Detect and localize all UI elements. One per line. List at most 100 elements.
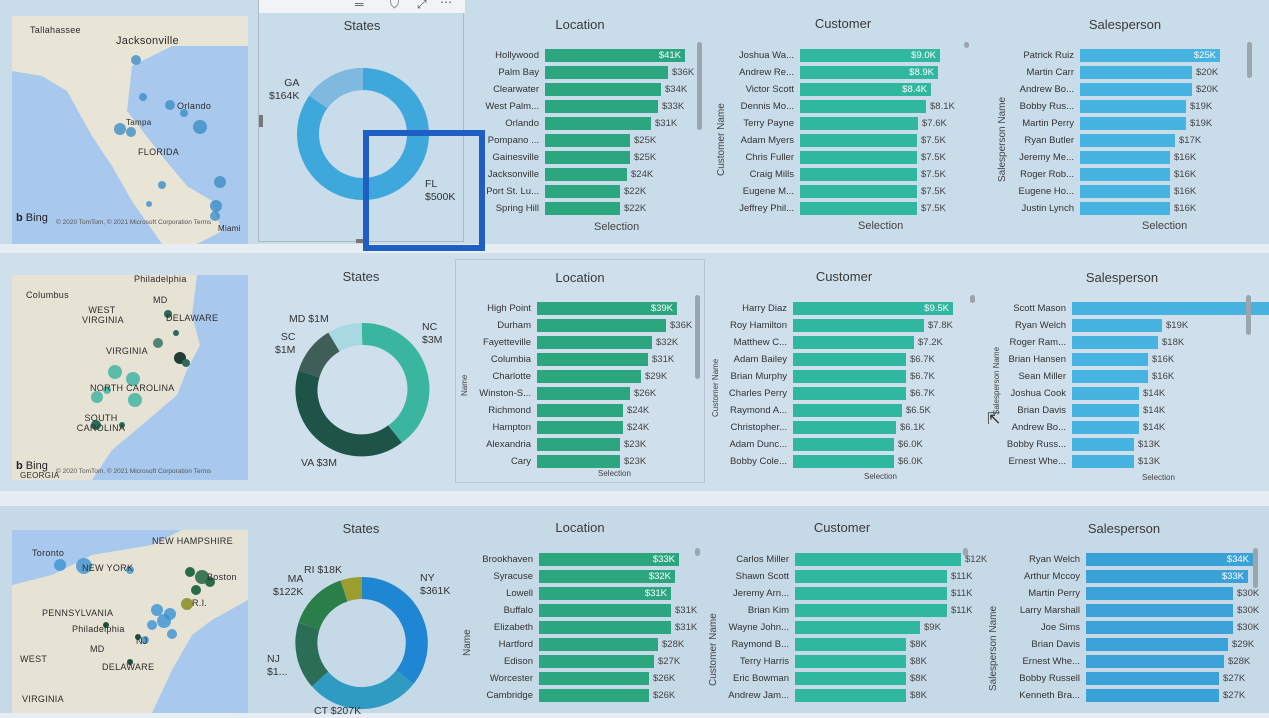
bar[interactable] — [1072, 319, 1162, 332]
bar[interactable] — [1086, 672, 1219, 685]
bar[interactable] — [545, 66, 668, 79]
map-visual[interactable]: Tallahassee Jacksonville Orlando Tampa F… — [12, 16, 248, 244]
bar[interactable] — [545, 100, 658, 113]
bar-row[interactable]: Elizabeth $31K — [452, 619, 719, 636]
bar[interactable] — [537, 353, 648, 366]
bar[interactable] — [537, 370, 641, 383]
bar-row[interactable]: Ryan Welch $19K — [996, 317, 1269, 334]
bar[interactable] — [1080, 100, 1186, 113]
drag-handle-icon[interactable]: ═ — [355, 0, 364, 11]
bar-row[interactable]: Dennis Mo... $8.1K — [730, 98, 980, 115]
bar-row[interactable]: Andrew Bo... $20K — [1010, 81, 1260, 98]
bar[interactable] — [539, 604, 671, 617]
bar[interactable] — [793, 336, 914, 349]
bar-row[interactable]: Bobby Russ... $13K — [996, 436, 1269, 453]
bar[interactable] — [793, 353, 906, 366]
bar-row[interactable]: Terry Harris $8K — [724, 653, 1001, 670]
bar-row[interactable]: Bobby Russell $27K — [1008, 670, 1269, 687]
bar-row[interactable]: Victor Scott $8.4K — [730, 81, 980, 98]
bar[interactable] — [539, 638, 658, 651]
bar[interactable] — [793, 455, 894, 468]
bar[interactable] — [539, 553, 679, 566]
bar[interactable] — [1086, 689, 1219, 702]
bar-row[interactable]: Ryan Welch $34K — [1008, 551, 1269, 568]
bar-row[interactable]: Martin Perry $30K — [1008, 585, 1269, 602]
bar-row[interactable]: Charlotte $29K — [452, 368, 717, 385]
bar[interactable] — [539, 621, 671, 634]
bar-row[interactable]: Shawn Scott $11K — [724, 568, 1001, 585]
bar[interactable] — [1080, 134, 1175, 147]
bar-row[interactable]: Gainesville $25K — [450, 149, 725, 166]
bar[interactable] — [795, 570, 947, 583]
bar[interactable] — [795, 689, 906, 702]
bar[interactable] — [800, 134, 917, 147]
bar[interactable] — [545, 83, 661, 96]
bar[interactable] — [1086, 655, 1224, 668]
bar[interactable] — [537, 302, 677, 315]
bar[interactable] — [800, 202, 917, 215]
bar[interactable] — [793, 438, 894, 451]
bar[interactable] — [539, 689, 649, 702]
bar-row[interactable]: Clearwater $34K — [450, 81, 725, 98]
bar[interactable] — [795, 672, 906, 685]
bar-row[interactable]: Raymond A... $6.5K — [726, 402, 993, 419]
bar-row[interactable]: West Palm... $33K — [450, 98, 725, 115]
bar-row[interactable]: Fayetteville $32K — [452, 334, 717, 351]
bar[interactable] — [793, 387, 906, 400]
scrollbar[interactable] — [697, 42, 702, 130]
bar[interactable] — [793, 302, 953, 315]
bar[interactable] — [1086, 604, 1233, 617]
bar-row[interactable]: Hampton $24K — [452, 419, 717, 436]
bar-row[interactable]: Durham $36K — [452, 317, 717, 334]
bar-row[interactable]: Cary $23K — [452, 453, 717, 470]
bar-row[interactable]: Roger Rob... $16K — [1010, 166, 1260, 183]
bar[interactable] — [545, 134, 630, 147]
bar[interactable] — [1072, 370, 1148, 383]
bar-row[interactable]: Eric Bowman $8K — [724, 670, 1001, 687]
bar-row[interactable]: Roger Ram... $18K — [996, 334, 1269, 351]
focus-mode-icon[interactable]: ⤢ — [417, 0, 427, 11]
bar-row[interactable]: Eugene M... $7.5K — [730, 183, 980, 200]
bar[interactable] — [545, 49, 685, 62]
bar-row[interactable]: Alexandria $23K — [452, 436, 717, 453]
bar-row[interactable]: Brian Hansen $16K — [996, 351, 1269, 368]
bar-row[interactable]: Bobby Cole... $6.0K — [726, 453, 993, 470]
scrollbar[interactable] — [695, 548, 700, 556]
bar[interactable] — [537, 336, 652, 349]
bar-row[interactable]: Orlando $31K — [450, 115, 725, 132]
bar-row[interactable]: Palm Bay $36K — [450, 64, 725, 81]
bar[interactable] — [1086, 621, 1233, 634]
bar-row[interactable]: Edison $27K — [452, 653, 719, 670]
scrollbar[interactable] — [964, 42, 969, 48]
bar[interactable] — [539, 570, 675, 583]
bar[interactable] — [1072, 336, 1158, 349]
bar[interactable] — [1086, 570, 1248, 583]
bar-row[interactable]: Adam Dunc... $6.0K — [726, 436, 993, 453]
bar[interactable] — [1080, 83, 1192, 96]
bar[interactable] — [795, 604, 947, 617]
bar-row[interactable]: Roy Hamilton $7.8K — [726, 317, 993, 334]
bar[interactable] — [795, 638, 906, 651]
bar[interactable] — [537, 421, 623, 434]
bar-row[interactable]: Brian Davis $29K — [1008, 636, 1269, 653]
bar[interactable] — [545, 151, 630, 164]
bar[interactable] — [545, 185, 620, 198]
bar[interactable] — [1080, 185, 1170, 198]
bar[interactable] — [1072, 455, 1134, 468]
bar[interactable] — [795, 621, 920, 634]
bar[interactable] — [1080, 66, 1192, 79]
bar-row[interactable]: Port St. Lu... $22K — [450, 183, 725, 200]
bar-row[interactable]: Charles Perry $6.7K — [726, 385, 993, 402]
bar[interactable] — [537, 455, 620, 468]
scrollbar[interactable] — [1247, 42, 1252, 78]
bar[interactable] — [793, 370, 906, 383]
bar-row[interactable]: Pompano ... $25K — [450, 132, 725, 149]
bar[interactable] — [537, 404, 623, 417]
bar[interactable] — [1080, 151, 1170, 164]
bar[interactable] — [545, 117, 651, 130]
filter-icon[interactable]: ⛉ — [390, 0, 400, 11]
bar-row[interactable]: Terry Payne $7.6K — [730, 115, 980, 132]
bar-row[interactable]: Sean Miller $16K — [996, 368, 1269, 385]
bar[interactable] — [1072, 421, 1139, 434]
bar-row[interactable]: Bobby Rus... $19K — [1010, 98, 1260, 115]
